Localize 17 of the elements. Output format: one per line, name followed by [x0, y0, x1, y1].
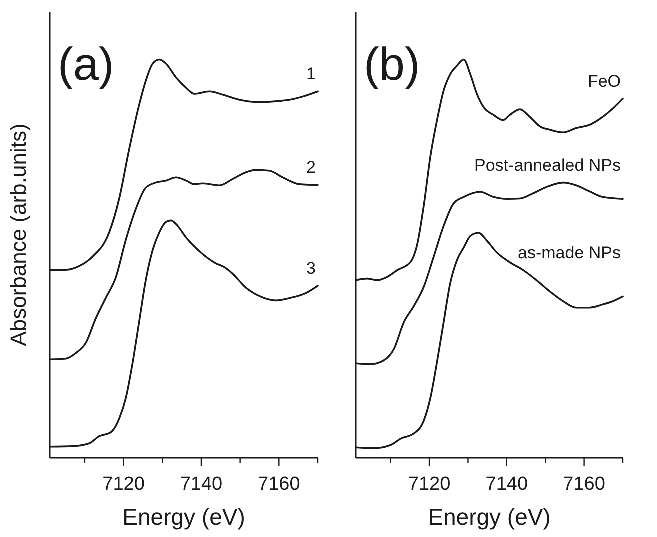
chart-title: (a): [58, 38, 114, 90]
x-tick-label: 7160: [563, 474, 606, 495]
x-tick-label: 7120: [408, 474, 451, 495]
x-axis-title: Energy (eV): [122, 504, 246, 530]
x-tick-label: 7160: [258, 474, 300, 495]
series-label: Post-annealed NPs: [474, 156, 621, 175]
series-label: as-made NPs: [518, 243, 621, 262]
x-tick-label: 7140: [180, 474, 223, 495]
x-tick-label: 7140: [486, 474, 528, 495]
series-label: 3: [306, 258, 316, 278]
y-axis-title: Absorbance (arb.units): [6, 124, 31, 346]
x-tick-label: 7120: [102, 474, 145, 495]
x-axis-title: Energy (eV): [428, 504, 551, 530]
series-label: FeO: [588, 72, 621, 91]
series-label: 2: [306, 158, 316, 178]
series-label: 1: [306, 64, 316, 84]
chart-title: (b): [364, 38, 420, 90]
